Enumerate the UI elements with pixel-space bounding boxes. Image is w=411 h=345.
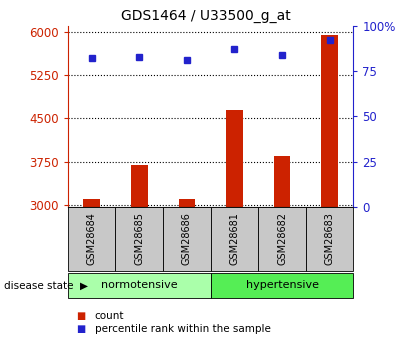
Bar [83, 199, 100, 207]
Text: percentile rank within the sample: percentile rank within the sample [95, 325, 270, 334]
Bar [306, 207, 353, 271]
Bar [131, 165, 148, 207]
Bar [226, 110, 243, 207]
Bar [178, 199, 195, 207]
Text: count: count [95, 311, 124, 321]
Bar [258, 207, 306, 271]
Text: disease state  ▶: disease state ▶ [4, 280, 88, 290]
Text: GSM28686: GSM28686 [182, 213, 192, 265]
Bar [163, 207, 210, 271]
Bar [210, 207, 258, 271]
Text: ■: ■ [76, 325, 85, 334]
Bar [68, 207, 115, 271]
Text: ■: ■ [76, 311, 85, 321]
Text: GSM28681: GSM28681 [229, 213, 240, 265]
Text: GDS1464 / U33500_g_at: GDS1464 / U33500_g_at [120, 9, 291, 23]
Bar [210, 273, 353, 298]
Text: normotensive: normotensive [101, 280, 178, 290]
Text: GSM28682: GSM28682 [277, 213, 287, 265]
Bar [321, 34, 338, 207]
Text: GSM28683: GSM28683 [325, 213, 335, 265]
Bar [68, 273, 210, 298]
Text: hypertensive: hypertensive [245, 280, 319, 290]
Text: GSM28685: GSM28685 [134, 213, 144, 265]
Text: GSM28684: GSM28684 [87, 213, 97, 265]
Bar [115, 207, 163, 271]
Bar [274, 156, 291, 207]
